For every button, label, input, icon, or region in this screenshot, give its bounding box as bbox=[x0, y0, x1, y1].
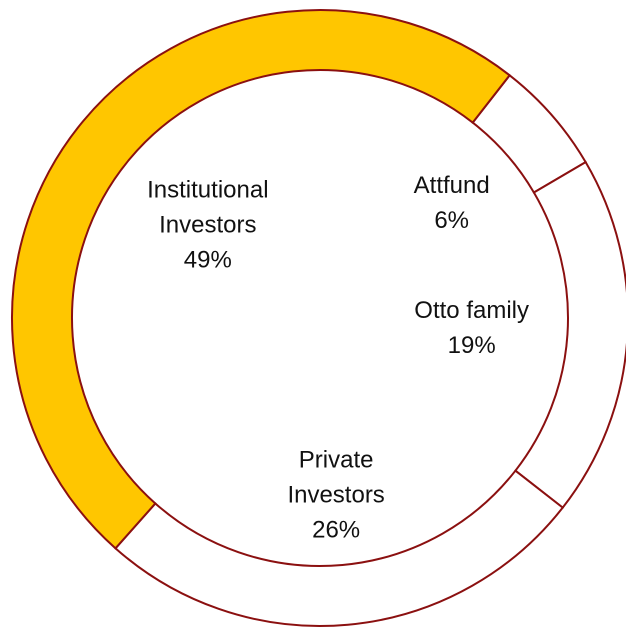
category-label: Institutional Investors bbox=[147, 176, 269, 239]
value-label: 49% bbox=[183, 246, 232, 274]
value-label: 6% bbox=[434, 206, 470, 234]
donut-slice bbox=[11, 8, 512, 550]
slice-label: Otto family 19% bbox=[384, 293, 560, 363]
slice-label: Private Investors 26% bbox=[248, 443, 424, 548]
category-label: Private Investors bbox=[287, 446, 385, 509]
value-label: 26% bbox=[312, 516, 361, 544]
slice-label: Institutional Investors 49% bbox=[120, 172, 296, 277]
slice-label: Attfund 6% bbox=[364, 168, 540, 238]
category-label: Attfund bbox=[413, 171, 490, 199]
category-label: Otto family bbox=[414, 297, 529, 325]
value-label: 19% bbox=[447, 332, 496, 360]
